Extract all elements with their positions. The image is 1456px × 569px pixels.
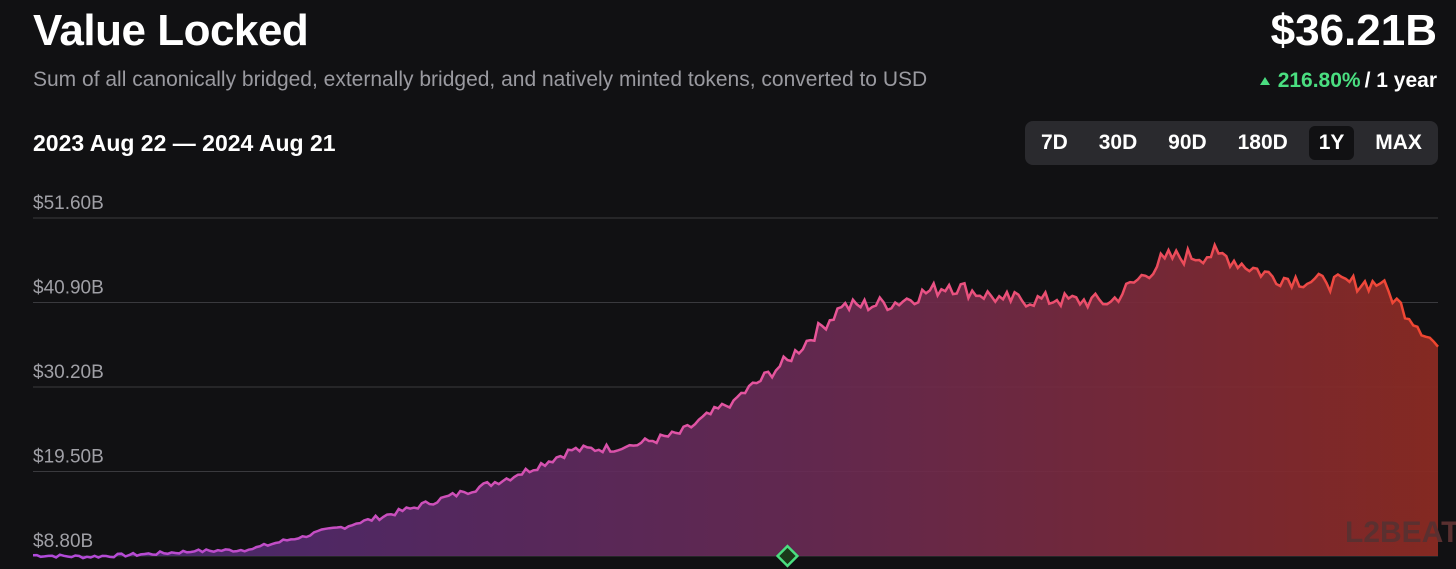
range-selector: 7D 30D 90D 180D 1Y MAX	[1025, 121, 1438, 165]
change-period: / 1 year	[1364, 69, 1437, 92]
y-tick-label: $8.80B	[33, 531, 93, 552]
range-button-1y[interactable]: 1Y	[1308, 126, 1355, 160]
triangle-up-icon	[1259, 77, 1270, 85]
y-tick-label: $30.20B	[33, 362, 104, 383]
range-button-90d[interactable]: 90D	[1168, 131, 1207, 154]
y-tick-label: $19.50B	[33, 447, 104, 468]
page-title: Value Locked	[33, 6, 309, 55]
range-button-30d[interactable]: 30D	[1098, 131, 1138, 154]
y-tick-label: $51.60B	[33, 193, 104, 214]
change-percentage: 216.80%	[1277, 69, 1361, 92]
y-tick-label: $40.90B	[33, 278, 104, 299]
range-button-7d[interactable]: 7D	[1041, 131, 1068, 154]
page-subtitle: Sum of all canonically bridged, external…	[33, 68, 928, 91]
value-line	[32, 241, 1439, 560]
range-button-max[interactable]: MAX	[1375, 131, 1422, 154]
date-range: 2023 Aug 22 — 2024 Aug 21	[33, 130, 336, 156]
date-marker-icon[interactable]	[775, 544, 800, 568]
total-value: $36.21B	[1270, 6, 1437, 55]
range-button-180d[interactable]: 180D	[1237, 131, 1288, 154]
change-summary: 216.80% / 1 year	[1259, 69, 1437, 93]
value-area	[33, 245, 1438, 559]
value-locked-chart[interactable]: $51.60B $40.90B $30.20B $19.50B $8.80B L2BEA…	[0, 180, 1456, 569]
l2beat-watermark: L2BEAT	[1345, 516, 1456, 549]
